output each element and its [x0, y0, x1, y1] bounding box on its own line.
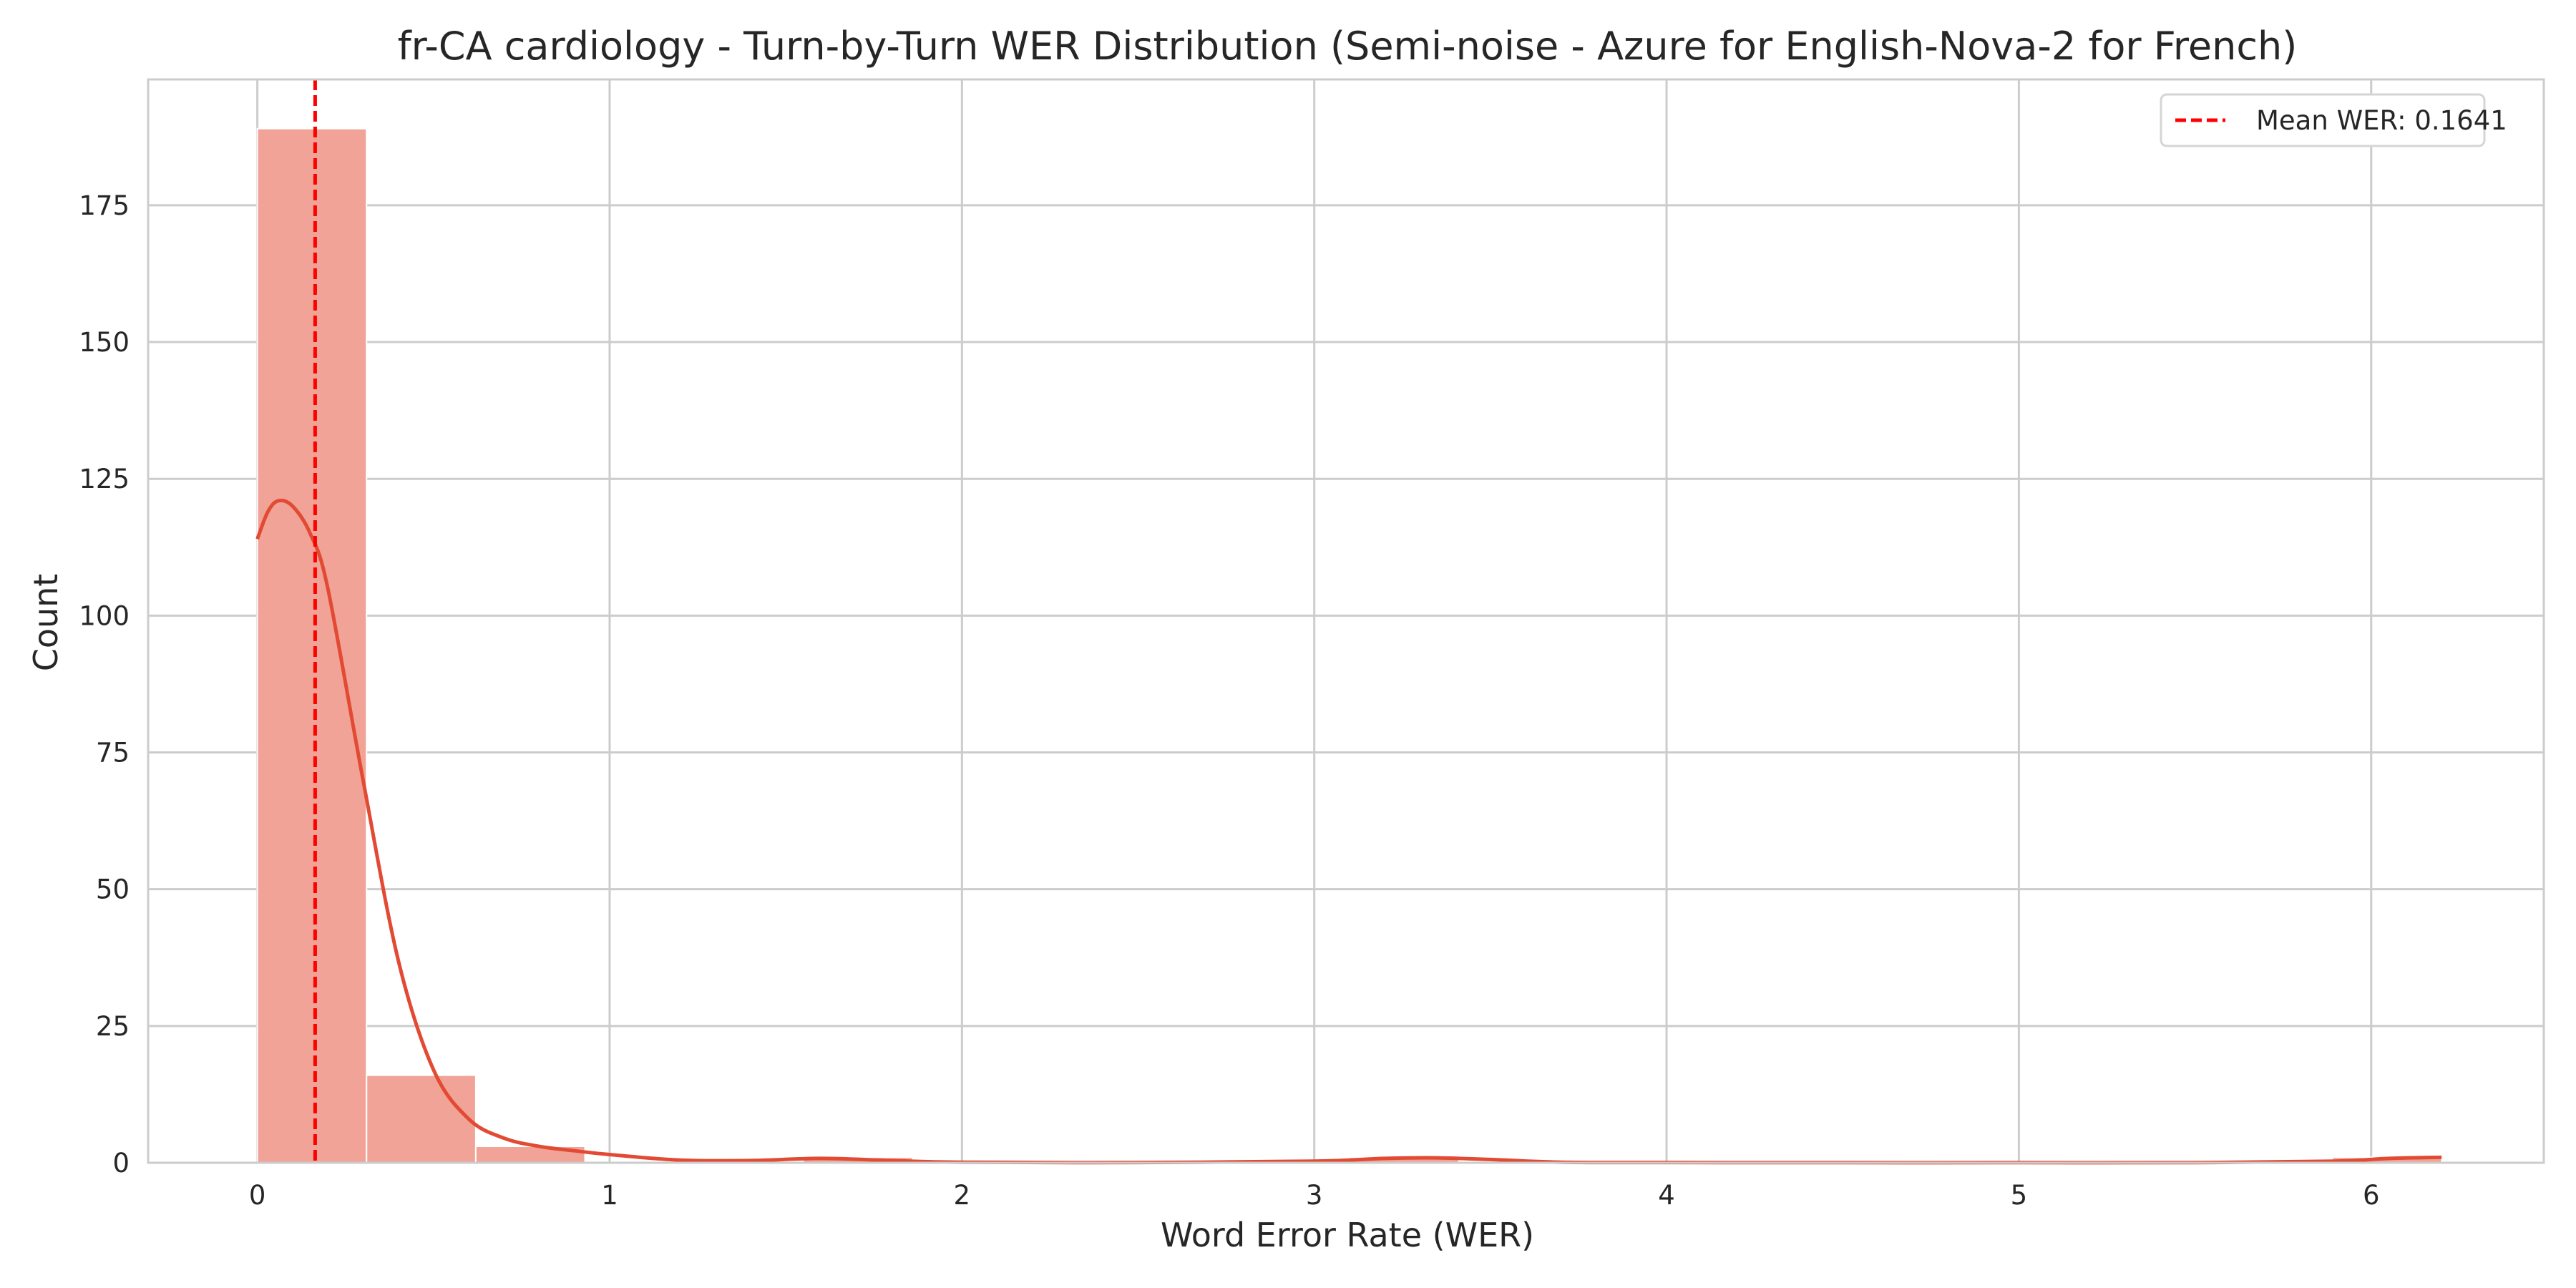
x-axis-ticks: 0 1 2 3 4 5 6: [249, 1180, 2380, 1211]
y-axis-ticks: 0 25 50 75 100 125 150 175: [79, 190, 130, 1179]
x-axis-label: Word Error Rate (WER): [1161, 1216, 1534, 1254]
legend-box: [2160, 93, 2486, 147]
y-tick-label-1: 25: [96, 1011, 130, 1042]
x-tick-label-4: 4: [1658, 1180, 1675, 1211]
x-tick-label-1: 1: [601, 1180, 618, 1211]
y-tick-label-2: 50: [96, 874, 130, 905]
y-tick-label-3: 75: [96, 738, 130, 769]
legend-label-mean-wer: Mean WER: 0.1641: [2256, 105, 2507, 136]
plot-frame: [147, 78, 2545, 1164]
histogram-bars: [256, 127, 2443, 1164]
histogram-bar-1: [366, 1074, 477, 1164]
y-tick-label-5: 125: [79, 464, 130, 494]
legend: Mean WER: 0.1641: [2160, 93, 2507, 147]
y-tick-label-0: 0: [112, 1148, 130, 1179]
x-tick-label-5: 5: [2011, 1180, 2028, 1211]
y-tick-label-4: 100: [79, 600, 130, 631]
chart-title: fr-CA cardiology - Turn-by-Turn WER Dist…: [398, 24, 2298, 69]
x-tick-label-2: 2: [954, 1180, 971, 1211]
y-tick-label-7: 175: [79, 190, 130, 221]
x-tick-label-3: 3: [1306, 1180, 1323, 1211]
x-tick-label-6: 6: [2363, 1180, 2380, 1211]
y-tick-label-6: 150: [79, 327, 130, 358]
y-axis-label: Count: [26, 574, 65, 672]
histogram-bar-0: [256, 127, 368, 1163]
x-tick-label-0: 0: [249, 1180, 266, 1211]
